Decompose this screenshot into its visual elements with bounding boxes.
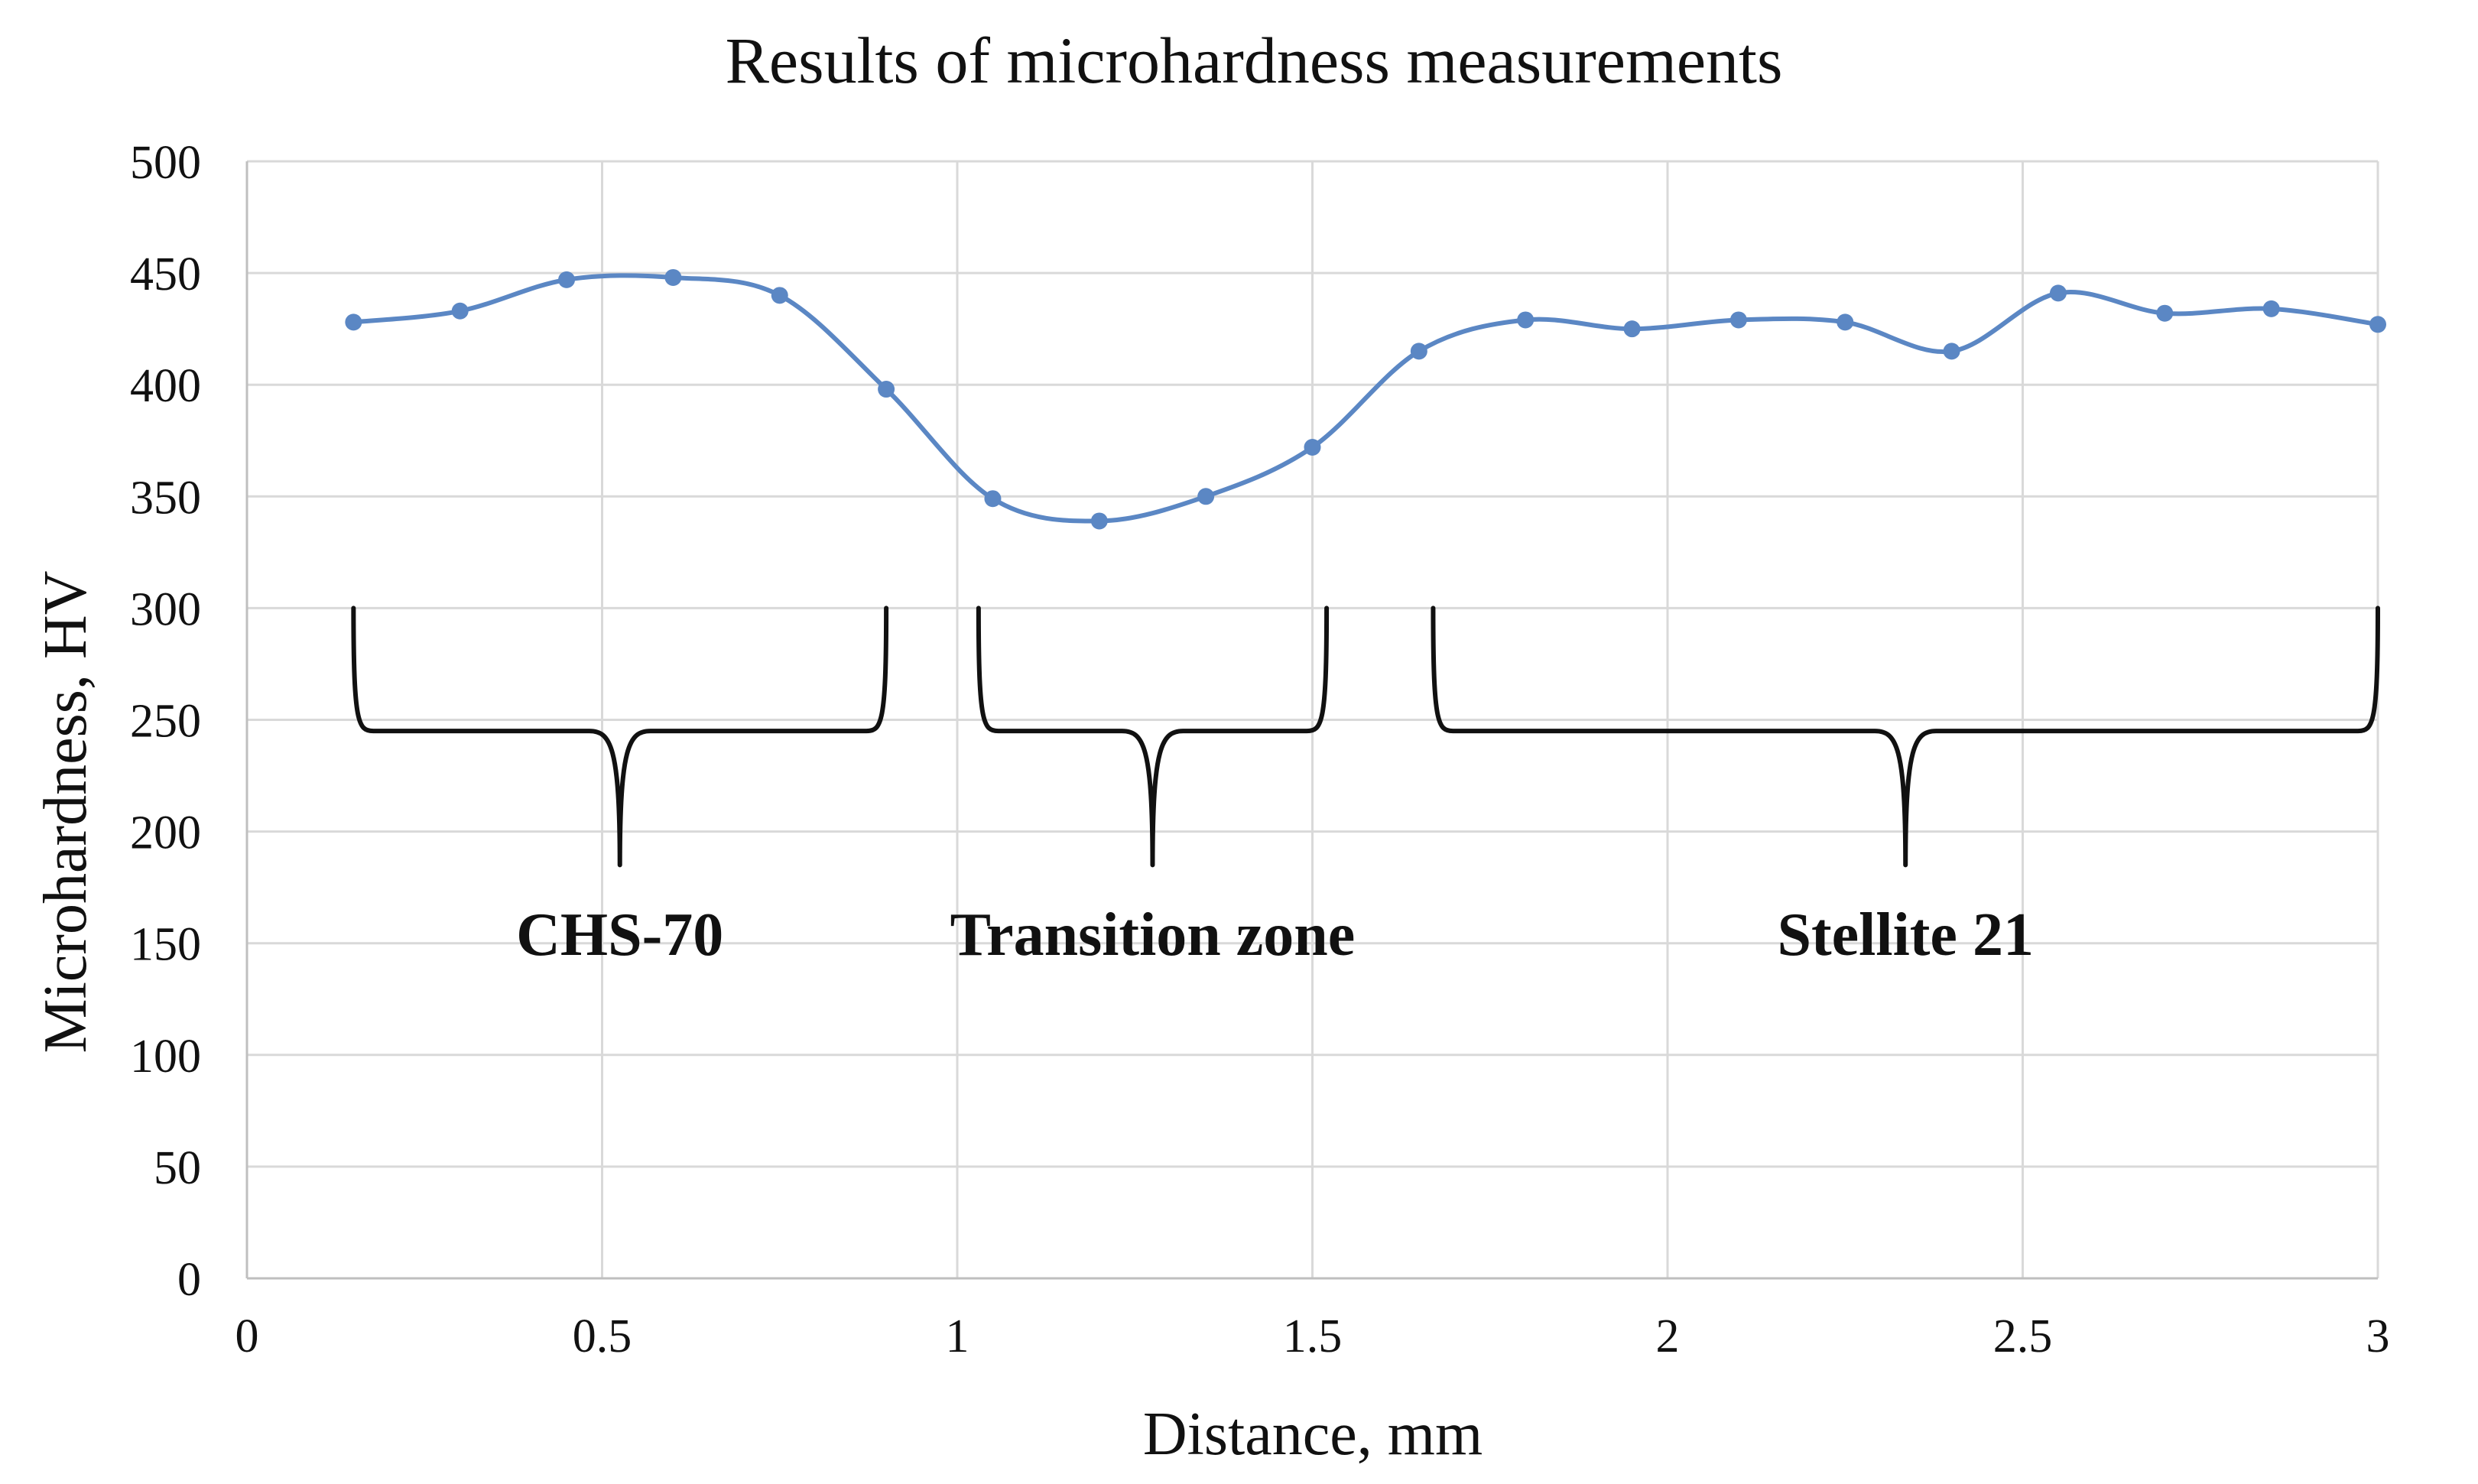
chart-title: Results of microhardness measurements: [726, 24, 1783, 97]
data-point: [1837, 313, 1854, 331]
y-tick-label: 100: [130, 1031, 201, 1083]
data-point: [2156, 304, 2174, 322]
y-tick-label: 400: [130, 360, 201, 412]
y-axis-label: Microhardness, HV: [32, 571, 99, 1054]
data-point: [2262, 300, 2280, 317]
data-point: [1197, 488, 1215, 505]
x-tick-label: 2: [1656, 1310, 1680, 1362]
data-point: [878, 381, 895, 398]
data-point: [1729, 311, 1747, 329]
y-tick-label: 0: [177, 1254, 201, 1306]
zone-label: Transition zone: [950, 901, 1356, 969]
y-tick-label: 150: [130, 919, 201, 971]
data-point: [1943, 343, 1960, 360]
data-point: [664, 268, 682, 286]
x-tick-label: 1: [946, 1310, 969, 1362]
zones-layer: CHS-70 Transition zone Stellite 21: [351, 606, 2380, 969]
zone-brace: [351, 606, 889, 868]
data-point: [1410, 343, 1427, 360]
y-tick-label: 500: [130, 137, 201, 189]
x-tick-label: 3: [2366, 1310, 2390, 1362]
axes-layer: [245, 161, 2378, 1280]
data-point: [984, 490, 1002, 508]
x-tick-label: 0: [235, 1310, 259, 1362]
zone-brace: [976, 606, 1330, 868]
y-tick-label: 200: [130, 807, 201, 859]
data-point: [1090, 512, 1108, 530]
data-point: [2369, 316, 2386, 333]
y-tick-label: 450: [130, 248, 201, 300]
x-axis-label: Distance, mm: [1143, 1401, 1483, 1468]
y-tick-label: 300: [130, 583, 201, 635]
x-tick-label: 1.5: [1283, 1310, 1343, 1362]
zone-brace: [1431, 606, 2380, 868]
y-tick-label: 250: [130, 696, 201, 748]
data-point: [1304, 439, 1321, 456]
data-point: [451, 302, 469, 320]
x-tick-label: 2.5: [1993, 1310, 2053, 1362]
y-tick-label: 350: [130, 472, 201, 524]
data-point: [558, 271, 576, 288]
data-point: [345, 313, 362, 331]
data-point: [1517, 311, 1535, 329]
zone-label: Stellite 21: [1777, 901, 2033, 969]
grid-layer: [247, 160, 2379, 1278]
data-point: [1623, 320, 1641, 338]
data-point: [2049, 284, 2067, 302]
ticks-layer: 0 50 100 150 200 250 300 350 400 450 500 0 0.5 1 1.5 2 2…: [130, 137, 2390, 1362]
zone-label: CHS-70: [516, 901, 723, 969]
series-layer: [345, 268, 2386, 530]
x-tick-label: 0.5: [573, 1310, 632, 1362]
y-tick-label: 50: [154, 1142, 201, 1194]
series-line: [353, 273, 2379, 524]
data-point: [771, 287, 788, 304]
